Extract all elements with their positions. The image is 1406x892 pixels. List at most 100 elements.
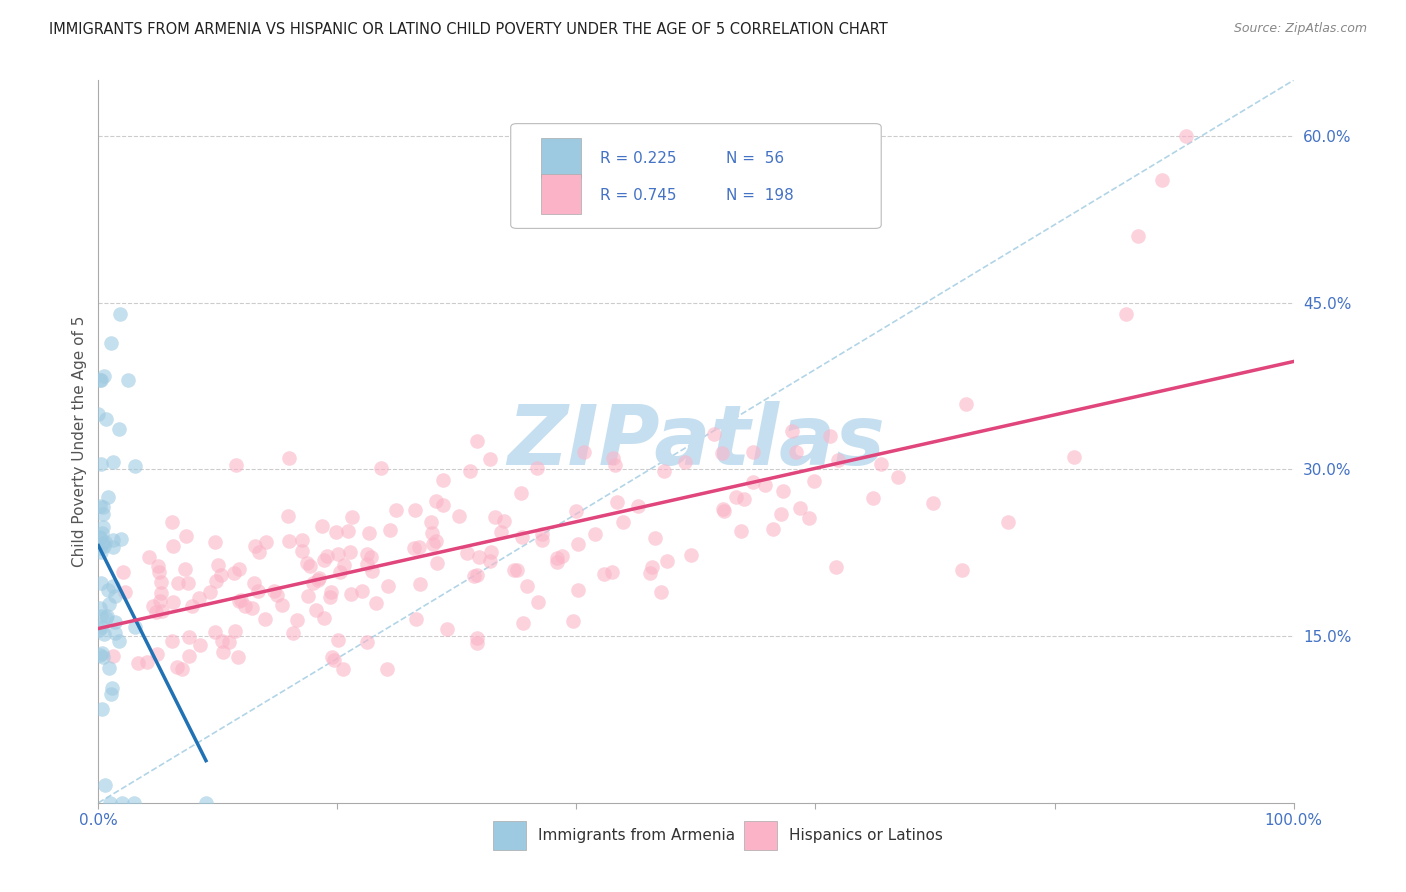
Point (91, 519, 114, 533)
Point (89, 531, 111, 545)
Point (148, 558, 170, 573)
Point (426, 557, 449, 571)
Point (218, 635, 240, 649)
Point (332, 558, 354, 572)
Point (713, 504, 735, 518)
Point (211, 634, 233, 648)
Point (224, 624, 246, 639)
Point (1063, 450, 1085, 464)
Point (478, 452, 501, 467)
Point (110, 533, 132, 547)
Point (463, 569, 485, 583)
Point (425, 494, 447, 508)
Point (254, 535, 277, 549)
Point (174, 529, 197, 543)
Point (247, 545, 270, 559)
Point (408, 540, 430, 554)
Point (285, 614, 308, 628)
Point (103, 626, 125, 640)
Point (510, 530, 533, 544)
Point (546, 556, 568, 570)
Point (291, 544, 314, 558)
Point (316, 549, 339, 564)
Point (90, 545, 112, 559)
Point (87, 407, 110, 421)
Point (96, 609, 118, 624)
Point (149, 586, 172, 600)
Point (177, 576, 200, 591)
Bar (744, 821, 778, 850)
Point (101, 540, 124, 554)
Point (422, 537, 444, 551)
Bar (494, 821, 526, 850)
Point (243, 576, 266, 591)
Point (340, 509, 363, 524)
Point (336, 524, 359, 538)
Point (780, 424, 803, 438)
Point (166, 660, 188, 674)
Point (228, 594, 250, 608)
Point (818, 428, 841, 442)
Point (322, 653, 344, 667)
Point (506, 563, 529, 577)
Point (246, 583, 269, 598)
Point (295, 556, 318, 570)
Point (432, 473, 454, 487)
Point (108, 634, 131, 648)
Point (332, 662, 354, 676)
Point (103, 533, 125, 547)
Point (307, 574, 329, 588)
Point (425, 534, 447, 549)
Point (90, 576, 112, 591)
Point (312, 553, 335, 567)
Point (263, 584, 285, 599)
Point (356, 558, 378, 572)
Point (91, 646, 114, 660)
Point (527, 595, 550, 609)
Point (733, 491, 755, 506)
Point (90, 526, 112, 541)
Point (356, 635, 378, 649)
Bar (541, 138, 581, 178)
Point (93, 535, 115, 549)
Point (360, 564, 382, 578)
Text: R = 0.225: R = 0.225 (600, 151, 676, 166)
Point (281, 626, 304, 640)
Point (478, 554, 501, 568)
FancyBboxPatch shape (510, 124, 882, 228)
Point (404, 503, 426, 517)
Point (730, 524, 752, 538)
Point (90, 457, 112, 471)
Point (862, 491, 884, 505)
Point (567, 583, 589, 598)
Point (212, 645, 235, 659)
Point (146, 647, 169, 661)
Point (921, 496, 943, 510)
Point (742, 475, 765, 490)
Point (436, 622, 458, 636)
Point (769, 507, 792, 521)
Text: R = 0.745: R = 0.745 (600, 188, 676, 203)
Point (402, 541, 425, 555)
Point (420, 515, 443, 529)
Point (127, 656, 149, 670)
Point (531, 527, 554, 541)
Point (551, 549, 574, 563)
Point (565, 504, 588, 518)
Point (762, 523, 785, 537)
Point (226, 650, 249, 665)
Point (148, 565, 170, 579)
Point (101, 579, 124, 593)
Point (703, 427, 725, 442)
Point (360, 549, 382, 564)
Point (870, 457, 893, 471)
Point (89, 541, 111, 556)
Point (377, 662, 399, 676)
Point (799, 511, 821, 525)
Point (170, 662, 193, 676)
Point (1175, 128, 1198, 143)
Point (94, 611, 117, 625)
Point (271, 598, 294, 612)
Point (97, 582, 120, 597)
Point (89, 373, 111, 387)
